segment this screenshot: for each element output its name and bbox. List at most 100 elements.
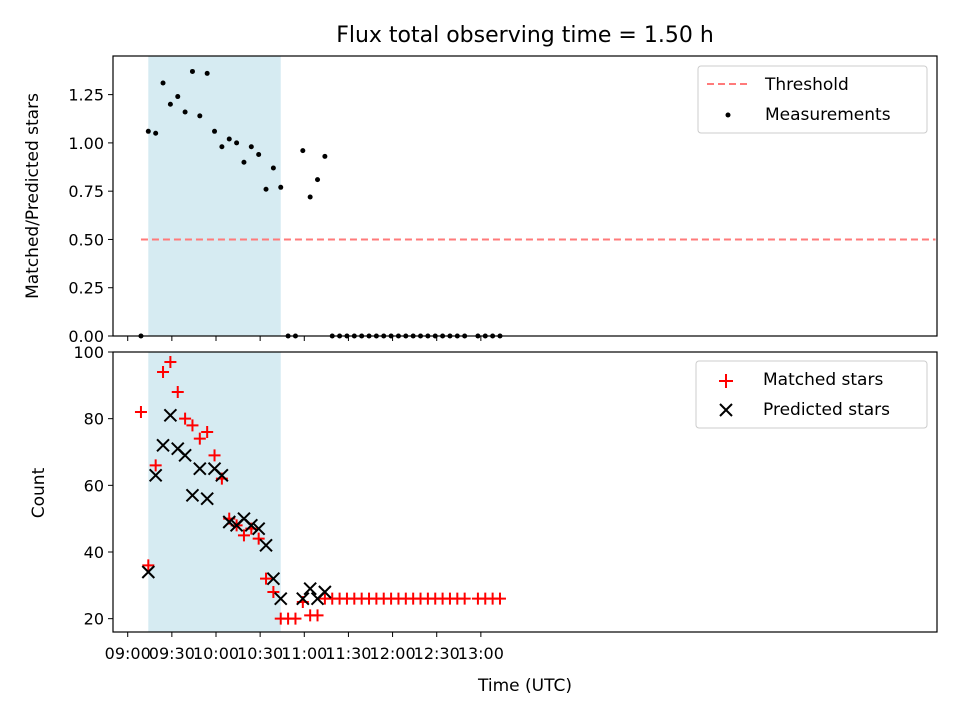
predicted-star-point [185, 488, 200, 503]
x-tick-label: 09:30 [149, 644, 195, 663]
legend-measurements-label: Measurements [765, 105, 891, 125]
x-tick-label: 09:00 [105, 644, 151, 663]
top-y-tick-label: 0.00 [68, 327, 104, 346]
measurement-point [189, 68, 195, 74]
x-tick-label: 13:00 [458, 644, 504, 663]
x-tick-label: 11:30 [325, 644, 371, 663]
measurement-point [307, 194, 313, 200]
measurement-point [263, 186, 269, 192]
predicted-star-point [156, 438, 170, 453]
measurement-point [300, 148, 306, 154]
shade-rect-top [148, 56, 281, 336]
bottom-axes-frame [112, 351, 938, 633]
top-y-tick-label: 0.25 [68, 279, 104, 298]
bottom-y-tick-label: 40 [84, 543, 104, 562]
measurement-point [226, 136, 232, 142]
top-y-ticks: 0.00 0.25 0.50 0.75 1.00 1.25 [68, 86, 113, 346]
measurement-point [175, 94, 181, 100]
measurement-point [153, 130, 159, 136]
matched-star-point [458, 592, 471, 605]
matched-star-point [193, 432, 206, 445]
predicted-star-point [141, 565, 156, 579]
legend-predicted-swatch [719, 403, 733, 417]
legend-predicted-label: Predicted stars [763, 400, 890, 420]
matched-star-point [260, 572, 273, 585]
measurement-point [315, 177, 321, 183]
measurement-point [278, 184, 284, 190]
predicted-star-point [318, 585, 332, 599]
bottom-y-tick-label: 20 [84, 610, 104, 629]
matched-star-point [149, 459, 162, 472]
bottom-y-axis-label: Count [29, 467, 49, 518]
legend-matched-label: Matched stars [763, 370, 883, 390]
measurement-point [270, 165, 276, 171]
matched-star-point [201, 426, 214, 438]
predicted-star-point [222, 515, 236, 529]
matched-star-point [493, 592, 506, 605]
predicted-star-point [178, 448, 192, 463]
bottom-y-tick-label: 80 [84, 410, 104, 429]
predicted-star-point [259, 538, 273, 553]
matched-star-point [267, 586, 280, 598]
matched-star-point [164, 356, 177, 368]
shade-rect-bottom [148, 352, 281, 632]
measurement-point [248, 144, 254, 150]
measurement-point [204, 70, 210, 76]
measurement-point [145, 128, 151, 134]
measurement-point [212, 128, 218, 134]
predicted-star-point [266, 571, 281, 586]
predicted-star-point [200, 491, 214, 506]
top-y-tick-label: 1.00 [68, 134, 104, 153]
matched-star-point [134, 406, 147, 418]
top-y-tick-label: 1.25 [68, 86, 104, 105]
matched-star-point [237, 529, 250, 542]
observing-window-shade-top [148, 56, 281, 336]
predicted-star-point [251, 521, 266, 536]
matched-star-point [157, 366, 170, 378]
predicted-star-point [148, 468, 163, 483]
bottom-y-tick-label: 100 [73, 343, 104, 362]
matched-star-point [252, 532, 265, 545]
measurement-point [160, 80, 166, 86]
top-axes-frame [112, 55, 938, 337]
x-tick-label: 12:30 [414, 644, 460, 663]
observing-window-shade-bottom [148, 352, 281, 632]
predicted-stars-series [141, 408, 332, 606]
x-tick-label: 11:00 [281, 644, 327, 663]
predicted-star-point [303, 581, 317, 596]
measurement-point [234, 140, 240, 146]
top-y-tick-label: 0.50 [68, 230, 104, 249]
x-tick-label: 12:00 [370, 644, 416, 663]
predicted-star-point [163, 408, 178, 423]
predicted-star-point [193, 461, 207, 476]
predicted-star-point [296, 591, 310, 606]
bottom-y-tick-label: 60 [84, 476, 104, 495]
x-tick-label: 10:30 [237, 644, 283, 663]
legend-matched-swatch [719, 374, 733, 388]
top-panel: 0.00 0.25 0.50 0.75 1.00 1.25 Flux total obse… [23, 23, 938, 346]
measurement-point [256, 151, 262, 157]
measurement-point [167, 101, 173, 107]
matched-star-point [186, 419, 199, 432]
top-legend: Threshold Measurements [697, 65, 928, 134]
x-tick-label: 10:00 [193, 644, 239, 663]
matched-star-point [171, 386, 184, 398]
predicted-star-point [244, 518, 259, 533]
legend-threshold-label: Threshold [764, 75, 849, 95]
top-x-ticks [127, 336, 482, 341]
measurement-point [182, 109, 188, 115]
bottom-legend: Matched stars Predicted stars [695, 360, 928, 429]
measurement-point [322, 153, 328, 159]
measurement-point [197, 113, 203, 119]
top-legend-box [697, 65, 928, 134]
predicted-star-point [215, 468, 229, 483]
matched-star-point [179, 412, 192, 425]
matched-star-point [208, 449, 221, 462]
top-chart-title: Flux total observing time = 1.50 h [336, 23, 714, 48]
bottom-y-ticks: 20 40 60 80 100 [73, 343, 113, 629]
predicted-star-point [274, 591, 288, 606]
bottom-x-ticks: 09:0009:3010:0010:3011:0011:3012:0012:30… [105, 632, 504, 663]
legend-measurements-swatch [725, 112, 731, 118]
measurement-point [219, 144, 225, 150]
